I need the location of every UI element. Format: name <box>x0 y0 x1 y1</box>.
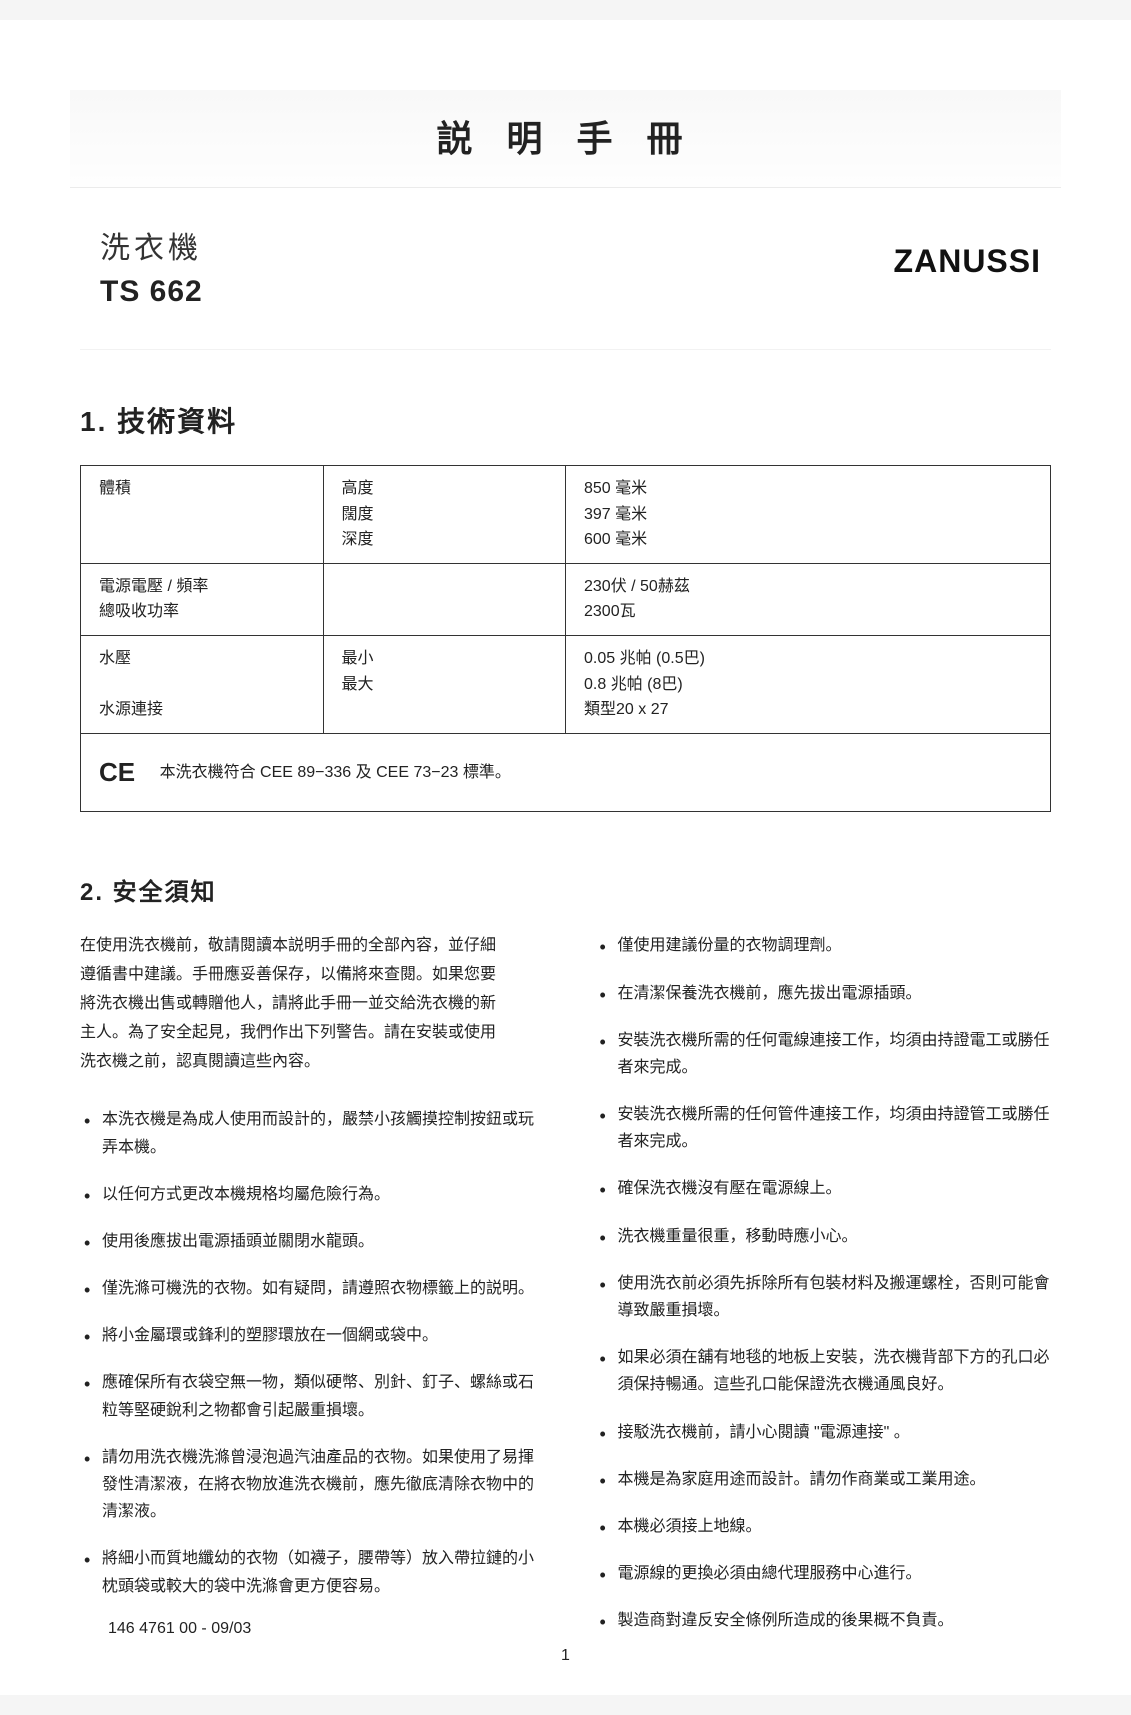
table-row: 體積高度 闊度 深度850 毫米 397 毫米 600 毫米 <box>81 466 1051 564</box>
product-name: 洗衣機 <box>100 223 203 267</box>
safety-item: 確保洗衣機沒有壓在電源線上。 <box>596 1175 1052 1202</box>
page-number: 1 <box>561 1647 570 1665</box>
subheader: 洗衣機 TS 662 ZANUSSI <box>80 198 1051 350</box>
section-2-title: 2. 安全須知 <box>80 872 1051 907</box>
page-header: 説 明 手 冊 <box>70 90 1061 188</box>
safety-item: 安裝洗衣機所需的任何管件連接工作，均須由持證管工或勝任者來完成。 <box>596 1101 1052 1155</box>
spec-param: 高度 闊度 深度 <box>323 466 566 564</box>
safety-right-column: 僅使用建議份量的衣物調理劑。在清潔保養洗衣機前，應先拔出電源插頭。安裝洗衣機所需… <box>596 932 1052 1654</box>
spec-label: 水壓 水源連接 <box>81 635 324 733</box>
safety-item: 將細小而質地纖幼的衣物（如襪子，腰帶等）放入帶拉鏈的小枕頭袋或較大的袋中洗滌會更… <box>80 1545 536 1599</box>
safety-item: 在清潔保養洗衣機前，應先拔出電源插頭。 <box>596 980 1052 1007</box>
spec-value: 230伏 / 50赫茲 2300瓦 <box>566 563 1051 635</box>
ce-compliance-row: CE 本洗衣機符合 CEE 89−336 及 CEE 73−23 標準。 <box>81 733 1051 812</box>
safety-item: 僅洗滌可機洗的衣物。如有疑問，請遵照衣物標籤上的説明。 <box>80 1275 536 1302</box>
ce-text: 本洗衣機符合 CEE 89−336 及 CEE 73−23 標準。 <box>160 764 511 781</box>
safety-columns: 在使用洗衣機前，敬請閱讀本説明手冊的全部內容，並仔細遵循書中建議。手冊應妥善保存… <box>80 932 1051 1654</box>
safety-item: 製造商對違反安全條例所造成的後果概不負責。 <box>596 1607 1052 1634</box>
safety-item: 本機是為家庭用途而設計。請勿作商業或工業用途。 <box>596 1466 1052 1493</box>
product-box: 洗衣機 TS 662 <box>80 213 223 319</box>
manual-page: 説 明 手 冊 洗衣機 TS 662 ZANUSSI 1. 技術資料 體積高度 … <box>0 20 1131 1695</box>
safety-item: 洗衣機重量很重，移動時應小心。 <box>596 1223 1052 1250</box>
safety-item: 如果必須在舖有地毯的地板上安裝，洗衣機背部下方的孔口必須保持暢通。這些孔口能保證… <box>596 1344 1052 1398</box>
section-1-title: 1. 技術資料 <box>80 400 1051 440</box>
safety-item: 使用洗衣前必須先拆除所有包裝材料及搬運螺栓，否則可能會導致嚴重損壞。 <box>596 1270 1052 1324</box>
spec-label: 電源電壓 / 頻率 總吸收功率 <box>81 563 324 635</box>
table-row: 電源電壓 / 頻率 總吸收功率 230伏 / 50赫茲 2300瓦 <box>81 563 1051 635</box>
spec-value: 850 毫米 397 毫米 600 毫米 <box>566 466 1051 564</box>
safety-item: 本機必須接上地線。 <box>596 1513 1052 1540</box>
document-code: 146 4761 00 - 09/03 <box>80 1620 536 1638</box>
table-row: 水壓 水源連接最小 最大0.05 兆帕 (0.5巴) 0.8 兆帕 (8巴) 類… <box>81 635 1051 733</box>
ce-mark-icon: CE <box>99 757 135 787</box>
safety-item: 安裝洗衣機所需的任何電線連接工作，均須由持證電工或勝任者來完成。 <box>596 1027 1052 1081</box>
spec-value: 0.05 兆帕 (0.5巴) 0.8 兆帕 (8巴) 類型20 x 27 <box>566 635 1051 733</box>
brand-logo: ZANUSSI <box>894 213 1051 280</box>
spec-param: 最小 最大 <box>323 635 566 733</box>
safety-item: 電源線的更換必須由總代理服務中心進行。 <box>596 1560 1052 1587</box>
manual-title: 説 明 手 冊 <box>70 110 1061 162</box>
safety-item: 將小金屬環或鋒利的塑膠環放在一個網或袋中。 <box>80 1322 536 1349</box>
spec-table: 體積高度 闊度 深度850 毫米 397 毫米 600 毫米電源電壓 / 頻率 … <box>80 465 1051 812</box>
safety-intro: 在使用洗衣機前，敬請閱讀本説明手冊的全部內容，並仔細遵循書中建議。手冊應妥善保存… <box>80 932 510 1076</box>
safety-item: 僅使用建議份量的衣物調理劑。 <box>596 932 1052 959</box>
safety-item: 請勿用洗衣機洗滌曾浸泡過汽油產品的衣物。如果使用了易揮發性清潔液，在將衣物放進洗… <box>80 1444 536 1526</box>
safety-item: 以任何方式更改本機規格均屬危險行為。 <box>80 1181 536 1208</box>
spec-label: 體積 <box>81 466 324 564</box>
safety-item: 接駁洗衣機前，請小心閱讀 "電源連接" 。 <box>596 1419 1052 1446</box>
safety-item: 本洗衣機是為成人使用而設計的，嚴禁小孩觸摸控制按鈕或玩弄本機。 <box>80 1106 536 1160</box>
safety-item: 使用後應拔出電源插頭並關閉水龍頭。 <box>80 1228 536 1255</box>
safety-left-column: 在使用洗衣機前，敬請閱讀本説明手冊的全部內容，並仔細遵循書中建議。手冊應妥善保存… <box>80 932 536 1654</box>
safety-item: 應確保所有衣袋空無一物，類似硬幣、別針、釘子、螺絲或石粒等堅硬銳利之物都會引起嚴… <box>80 1369 536 1423</box>
spec-param <box>323 563 566 635</box>
product-model: TS 662 <box>100 275 203 309</box>
